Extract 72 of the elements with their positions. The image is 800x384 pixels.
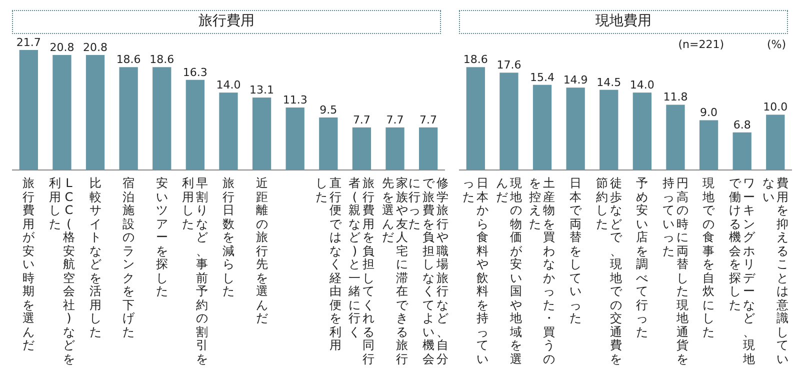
category-label: 早割りなど、事前予約の割引を利用した [182, 176, 208, 366]
bar [699, 120, 718, 170]
category-label: 日本で両替をしていった [570, 176, 582, 325]
data-label: 7.7 [420, 113, 438, 126]
category-label: 予め安い店を調べて行った [636, 176, 648, 338]
text: (%) [766, 38, 786, 51]
category-label: 近距離の旅行先を選んだ [256, 176, 268, 325]
data-label: 14.9 [563, 74, 588, 87]
category-label: LCC(格安航空会社)などを利用した [48, 176, 75, 366]
data-label: 20.8 [83, 40, 108, 54]
data-label: 7.7 [352, 113, 370, 126]
chart-title: 現地費用 [458, 10, 788, 34]
category-label: 現地での食事を自炊にした [702, 176, 715, 338]
data-label: 14.0 [216, 78, 241, 92]
bar [219, 92, 238, 170]
chart-title: 旅行費用 [12, 10, 441, 34]
bar [19, 50, 38, 170]
data-label: 9.5 [320, 103, 338, 116]
data-label: 14.5 [596, 76, 622, 89]
bar [532, 84, 552, 170]
category-label: 直行便ではなく経由便を利用した [315, 176, 342, 352]
category-label: 修学旅行や職場旅行など、自分で旅費を負担しなくてよい機会に行った [408, 176, 448, 366]
category-label: 現地の物価が安い国や地域を選んだ [496, 176, 522, 366]
bar [386, 127, 404, 170]
bar [732, 132, 752, 170]
category-label: 旅行費用が安い時期を選んだ [22, 176, 35, 352]
bar [186, 80, 204, 170]
bar [119, 67, 138, 170]
bar [352, 127, 372, 170]
bar [466, 67, 485, 170]
category-label: 徒歩などで、現地での交通費を節約した [596, 176, 622, 366]
bar [500, 72, 518, 170]
data-label: 18.6 [150, 53, 174, 66]
data-label: 9.0 [700, 106, 718, 120]
data-label: 7.7 [386, 113, 404, 126]
category-label: 旅行日数を減らした [222, 176, 234, 298]
data-label: 11.3 [282, 94, 308, 107]
category-label: 安いツアーを探した [156, 176, 168, 298]
text: (n=221) [678, 38, 724, 51]
data-label: 15.4 [530, 70, 554, 84]
category-label: 費用を抑えることは意識していない [762, 176, 788, 366]
data-label: 16.3 [182, 66, 208, 79]
bar [566, 88, 585, 170]
data-label: 21.7 [16, 36, 41, 49]
bar [152, 67, 172, 170]
bar [52, 54, 72, 170]
bar [86, 54, 105, 170]
category-label: 比較サイトなどを活用した [89, 176, 102, 338]
category-label: 日本から食料や飲料を持っていった [462, 176, 489, 366]
bar [319, 117, 338, 170]
category-label: 旅行費用を負担してくれる同行者(親など)と一緒に行く [348, 176, 375, 366]
data-label: 6.8 [733, 118, 751, 132]
data-label: 10.0 [763, 100, 788, 114]
bar [418, 127, 438, 170]
data-label: 20.8 [50, 40, 74, 54]
data-label: 13.1 [250, 84, 274, 97]
category-label: 土産物を買わなかった・買うのを控えた [529, 176, 556, 366]
category-label: 宿泊施設のランクを下げた [122, 176, 135, 338]
data-label: 11.8 [663, 90, 688, 104]
category-label: 家族や友人宅に滞在できる旅行先を選んだ [382, 176, 408, 366]
bar [252, 98, 272, 170]
category-label: ワーキングホリデーなど、現地で働ける機会を探した [729, 176, 756, 366]
bar [286, 108, 304, 170]
data-label: 18.6 [116, 53, 141, 66]
category-label: 円高の時に両替した現地通貨を持っていった [662, 176, 688, 366]
bar [666, 104, 685, 170]
bar [599, 90, 618, 170]
bar [766, 114, 785, 170]
data-label: 17.6 [496, 58, 522, 72]
bar [632, 92, 652, 170]
data-label: 18.6 [463, 53, 488, 66]
data-label: 14.0 [630, 78, 654, 92]
